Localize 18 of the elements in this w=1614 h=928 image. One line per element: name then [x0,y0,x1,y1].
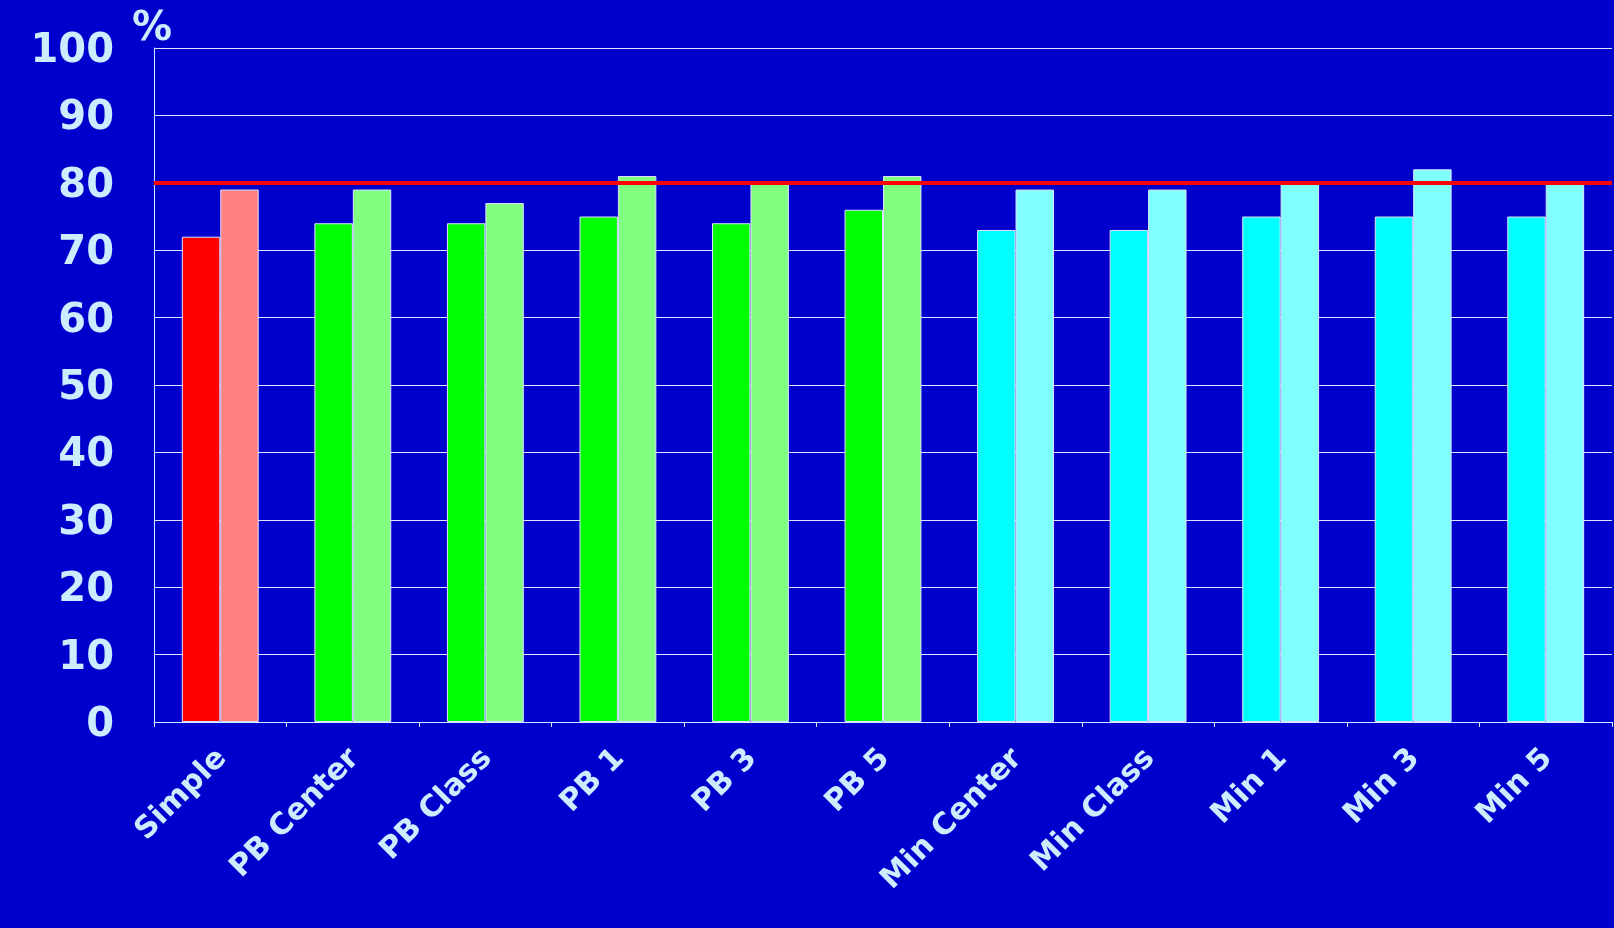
x-tick-label: Min 3 [1335,739,1426,830]
y-tick-label: 0 [86,699,114,745]
y-tick-label: 20 [58,564,114,611]
x-tick-label: PB 1 [551,739,631,819]
y-tick-label: 70 [58,227,114,274]
y-tick-label: 30 [58,496,114,543]
x-tick-label: Min 5 [1467,739,1559,830]
x-tick-label: Min 1 [1202,739,1294,830]
y-tick-label: 50 [58,362,114,408]
y-tick-label: 10 [58,631,114,678]
y-tick-label: 100 [30,25,114,71]
y-tick-label: 80 [58,159,114,206]
x-tick-label: PB 3 [684,739,763,819]
y-tick-label: 60 [58,294,114,341]
x-tick-label: PB 5 [816,739,896,819]
y-axis-title: % [132,3,173,49]
y-tick-label: 90 [58,92,114,139]
y-tick-label: 40 [58,429,114,476]
